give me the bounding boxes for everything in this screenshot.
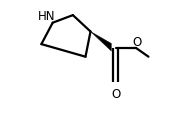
Text: O: O bbox=[111, 88, 120, 101]
Text: O: O bbox=[132, 36, 141, 49]
Text: HN: HN bbox=[38, 10, 56, 23]
Polygon shape bbox=[90, 32, 111, 51]
